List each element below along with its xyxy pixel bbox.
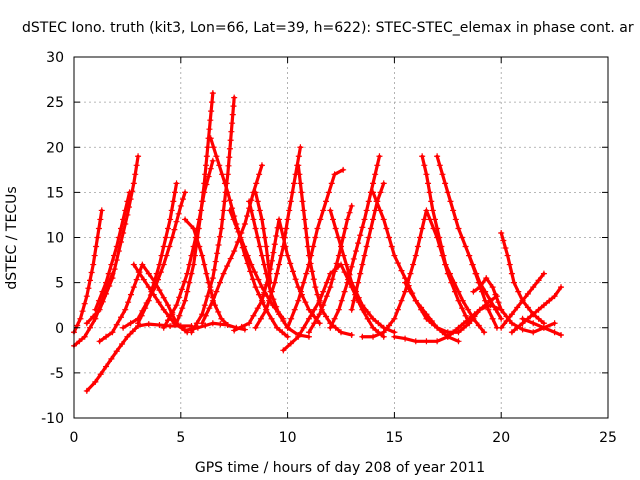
series-6 [96,261,191,345]
y-tick-label: -5 [50,366,64,382]
series-line [200,163,264,325]
series-markers [252,189,274,286]
y-tick-label: -10 [41,411,64,427]
series-line [307,204,354,334]
series-8 [135,180,180,327]
series-20 [252,144,304,331]
series-9 [120,189,189,331]
series-markers [295,162,355,338]
series-16 [199,162,265,327]
series-18 [252,189,274,286]
series-14 [188,94,238,336]
series-markers [188,94,238,336]
ticks: 0 5 10 15 20 25 -10 -5 0 5 10 15 20 25 30 [41,50,617,446]
series-markers [92,189,133,313]
series-line [420,154,486,334]
series-38 [508,284,565,336]
series-39 [519,315,565,338]
series-markers [419,153,488,336]
series-markers [284,166,347,331]
series-1 [83,321,195,394]
series-markers [280,261,387,354]
y-tick-label: 30 [46,50,64,66]
x-tick-label: 15 [385,430,403,446]
x-tick-label: 20 [492,430,510,446]
series-22 [295,162,355,338]
series-layer [71,90,565,394]
series-line [296,163,354,337]
series-markers [391,302,505,345]
series-32 [391,302,505,345]
series-line [350,181,386,312]
series-markers [199,162,265,327]
series-markers [508,284,565,336]
x-tick-label: 10 [279,430,297,446]
x-tick-label: 25 [599,430,617,446]
series-34 [466,252,500,331]
series-markers [83,321,195,394]
series-markers [348,180,387,313]
series-line [360,208,471,339]
y-tick-label: 10 [46,231,64,247]
y-tick-label: 0 [55,321,64,337]
series-line [286,168,345,330]
series-27 [348,180,387,313]
y-axis-title: dSTEC / TECUs [4,186,20,289]
series-markers [498,270,547,331]
series-5 [92,189,133,313]
series-markers [466,252,500,331]
series-23 [284,166,347,331]
y-tick-label: 20 [46,140,64,156]
x-tick-label: 0 [70,430,79,446]
y-tick-label: 15 [46,185,64,201]
series-26 [327,153,383,331]
series-2 [71,207,105,336]
series-markers [120,189,189,331]
series-markers [135,180,180,327]
series-markers [519,315,565,338]
y-tick-label: 25 [46,95,64,111]
y-tick-label: 5 [55,276,64,292]
x-axis-title: GPS time / hours of day 208 of year 2011 [195,460,485,476]
series-37 [498,270,547,331]
chart-title: dSTEC Iono. truth (kit3, Lon=66, Lat=39,… [22,20,634,36]
series-line [85,322,194,393]
series-markers [83,153,142,327]
series-4 [83,153,142,327]
series-31 [419,153,488,336]
x-tick-label: 5 [176,430,185,446]
